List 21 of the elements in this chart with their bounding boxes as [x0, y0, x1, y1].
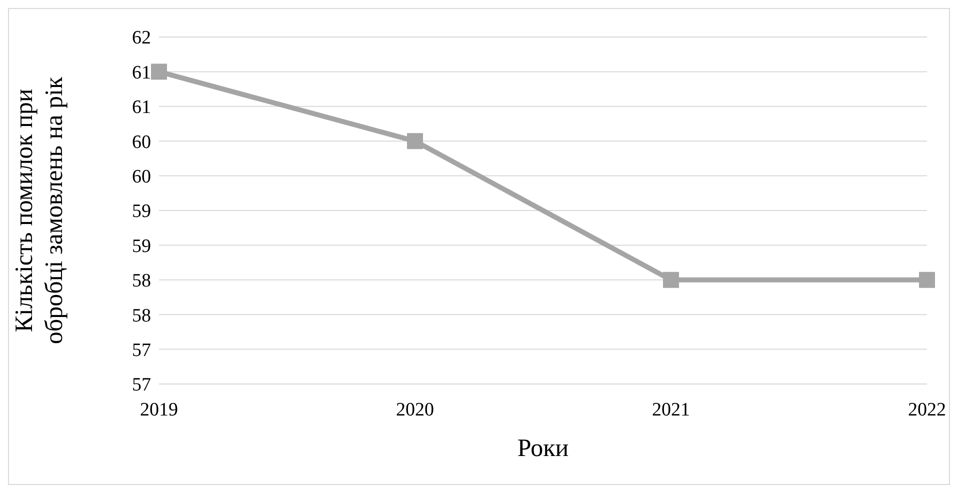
y-tick-label: 60 — [132, 132, 151, 153]
x-tick-label: 2021 — [652, 399, 690, 420]
point — [151, 64, 167, 80]
y-tick-label: 62 — [132, 28, 151, 49]
y-tick-label: 57 — [132, 374, 151, 396]
point — [663, 272, 679, 288]
y-axis-title: Кількість помилок при обробці замовлень на рік — [11, 76, 68, 344]
point — [407, 133, 423, 150]
x-tick-label: 2019 — [140, 399, 178, 420]
y-tick-label: 58 — [132, 270, 151, 292]
y-tick-label: 61 — [132, 97, 151, 118]
point — [919, 272, 935, 288]
y-tick-label: 58 — [132, 305, 151, 326]
y-tick-label: 59 — [132, 236, 151, 257]
y-tick-label: 57 — [132, 340, 151, 362]
x-axis-title: Роки — [517, 435, 569, 462]
x-tick-label: 2022 — [908, 399, 946, 420]
y-tick-label: 60 — [132, 166, 151, 188]
y-tick-label: 61 — [132, 62, 151, 84]
y-tick-label: 59 — [132, 201, 151, 222]
x-tick-label: 2020 — [396, 399, 434, 420]
